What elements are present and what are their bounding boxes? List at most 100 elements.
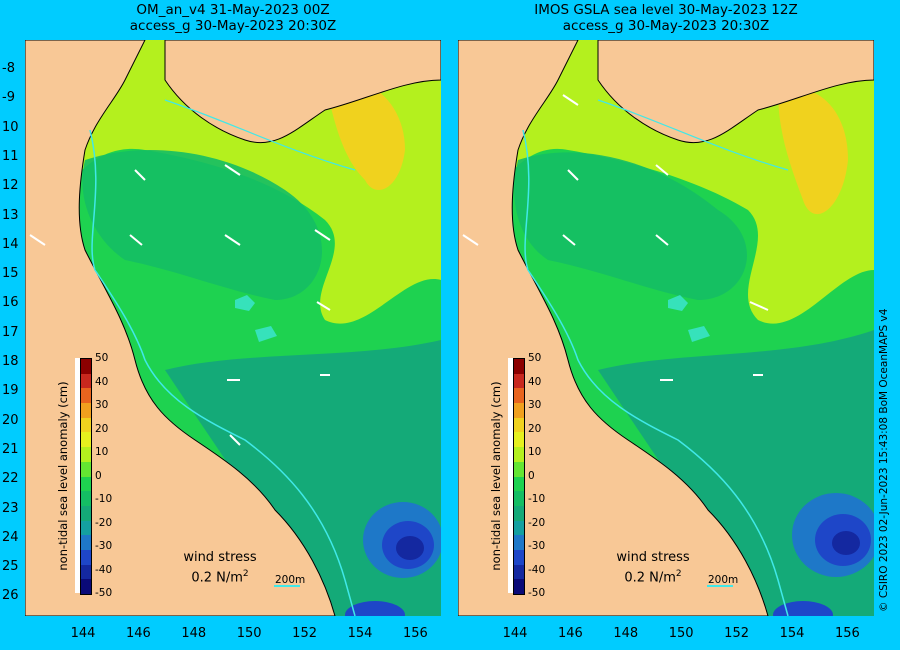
y-tick-label: 25 bbox=[2, 559, 19, 575]
wind-arrows bbox=[462, 94, 769, 381]
wind-stress-label: wind stress bbox=[616, 550, 690, 565]
colorbar-swatch bbox=[514, 359, 524, 374]
colorbar-tick-label: 40 bbox=[95, 375, 109, 388]
x-tick-label: 152 bbox=[292, 626, 317, 641]
wind-arrow bbox=[314, 229, 331, 241]
colorbar-swatch bbox=[81, 505, 91, 521]
wind-stress-legend: wind stress 0.2 N/m2 bbox=[175, 550, 265, 586]
credit-text: © CSIRO 2023 02-Jun-2023 15:43:08 BoM Oc… bbox=[878, 308, 890, 612]
wind-stress-unit-sup: 2 bbox=[242, 569, 249, 579]
colorbar-swatch bbox=[514, 520, 524, 536]
colorbar-swatch bbox=[81, 359, 91, 374]
colorbar-tick-label: -10 bbox=[95, 493, 113, 505]
x-tick-label: 148 bbox=[181, 626, 207, 641]
scale-label: 200m bbox=[275, 574, 306, 586]
x-tick-label: 154 bbox=[779, 626, 805, 641]
y-tick-label: 23 bbox=[2, 500, 19, 516]
colorbar-tick-label: 0 bbox=[95, 469, 102, 482]
wind-arrows bbox=[29, 164, 331, 446]
y-tick-label: 26 bbox=[2, 588, 19, 604]
colorbar-tick-label: 40 bbox=[528, 375, 542, 388]
colorbar-tick-label: -40 bbox=[528, 563, 546, 576]
wind-arrow bbox=[129, 234, 143, 246]
y-tick-label: 16 bbox=[2, 295, 19, 311]
reef-patch bbox=[235, 295, 255, 311]
colorbar-tick-label: -50 bbox=[528, 587, 546, 599]
colorbar-swatch bbox=[81, 564, 91, 580]
isobath-200m bbox=[522, 129, 789, 616]
panel-right-title: IMOS GSLA sea level 30-May-2023 12Z acce… bbox=[458, 2, 874, 34]
colorbar-swatch bbox=[514, 579, 524, 594]
y-tick-label: 13 bbox=[2, 207, 19, 223]
wind-stress-value: 0.2 N/m2 bbox=[624, 569, 682, 586]
x-tick-label: 146 bbox=[557, 626, 583, 641]
colorbar-swatch bbox=[81, 476, 91, 492]
wind-arrow bbox=[655, 234, 669, 246]
y-tick-label: 20 bbox=[2, 412, 19, 428]
wind-arrow bbox=[655, 164, 669, 176]
land-png bbox=[597, 40, 874, 144]
colorbar-tick-label: 20 bbox=[528, 422, 542, 435]
scale-bar bbox=[274, 585, 300, 587]
x-tick-label: 146 bbox=[125, 626, 151, 641]
y-tick-label: 10 bbox=[2, 119, 19, 135]
colorbar-swatch bbox=[514, 373, 524, 389]
wind-arrow bbox=[224, 164, 241, 176]
y-tick-label: 22 bbox=[2, 471, 19, 487]
colorbar-tick-label: 30 bbox=[95, 399, 109, 411]
colorbar bbox=[513, 358, 525, 595]
wind-stress-label: wind stress bbox=[183, 550, 257, 565]
colorbar-swatch bbox=[514, 564, 524, 580]
map-right-svg bbox=[458, 40, 874, 616]
colorbar bbox=[80, 358, 92, 595]
colorbar-swatch bbox=[81, 491, 91, 506]
x-tick-label: 152 bbox=[724, 626, 749, 641]
y-tick-label: -9 bbox=[2, 90, 15, 106]
anomaly-peak-zone bbox=[325, 78, 405, 190]
wind-stress-legend: wind stress 0.2 N/m2 bbox=[608, 550, 698, 586]
colorbar-swatch bbox=[514, 417, 524, 433]
wind-arrow bbox=[749, 301, 769, 311]
isobath-north bbox=[164, 99, 356, 171]
panel-left-title-line1: OM_an_v4 31-May-2023 00Z bbox=[136, 2, 330, 18]
colorbar-swatch bbox=[81, 447, 91, 462]
colorbar-swatch bbox=[514, 491, 524, 506]
x-tick-label: 150 bbox=[668, 626, 694, 641]
panel-left-title-line2: access_g 30-May-2023 20:30Z bbox=[129, 18, 337, 34]
wind-arrow bbox=[567, 169, 579, 181]
y-tick-label: 14 bbox=[2, 236, 19, 252]
colorbar-tick-label: -50 bbox=[95, 587, 113, 599]
colorbar-swatch bbox=[81, 403, 91, 418]
anomaly-peak-zone bbox=[778, 88, 848, 215]
wind-stress-value: 0.2 N/m2 bbox=[191, 569, 249, 586]
colorbar-swatch bbox=[514, 447, 524, 462]
scale-label: 200m bbox=[708, 574, 739, 586]
colorbar-swatch bbox=[81, 520, 91, 536]
colorbar-tick-label: 0 bbox=[528, 469, 535, 482]
colorbar-swatch bbox=[514, 461, 524, 477]
colorbar-swatch bbox=[81, 417, 91, 433]
panel-right-title-line2: access_g 30-May-2023 20:30Z bbox=[562, 18, 770, 34]
map-panel-left[interactable] bbox=[25, 40, 441, 616]
scale-bar bbox=[707, 585, 733, 587]
colorbar-tick-label: 10 bbox=[528, 446, 542, 458]
wind-arrow bbox=[224, 234, 241, 246]
eddy-core bbox=[832, 531, 860, 555]
colorbar-tick-label: 30 bbox=[528, 399, 542, 411]
x-tick-label: 148 bbox=[613, 626, 639, 641]
colorbar-tick-label: -40 bbox=[95, 563, 113, 576]
anomaly-mid-zone bbox=[82, 150, 323, 300]
panel-left-title: OM_an_v4 31-May-2023 00Z access_g 30-May… bbox=[25, 2, 441, 34]
y-tick-label: 24 bbox=[2, 529, 19, 545]
colorbar-tick-label: -30 bbox=[95, 540, 113, 552]
colorbar-swatch bbox=[81, 549, 91, 565]
colorbar-tick-label: 20 bbox=[95, 422, 109, 435]
colorbar-swatch bbox=[514, 476, 524, 492]
colorbar-label: non-tidal sea level anomaly (cm) bbox=[489, 380, 503, 571]
reef-patch bbox=[668, 295, 688, 311]
colorbar-swatch bbox=[514, 505, 524, 521]
map-panel-right[interactable] bbox=[458, 40, 874, 616]
y-tick-label: 21 bbox=[2, 441, 19, 457]
x-tick-label: 144 bbox=[502, 626, 528, 641]
wind-arrow bbox=[462, 234, 479, 246]
